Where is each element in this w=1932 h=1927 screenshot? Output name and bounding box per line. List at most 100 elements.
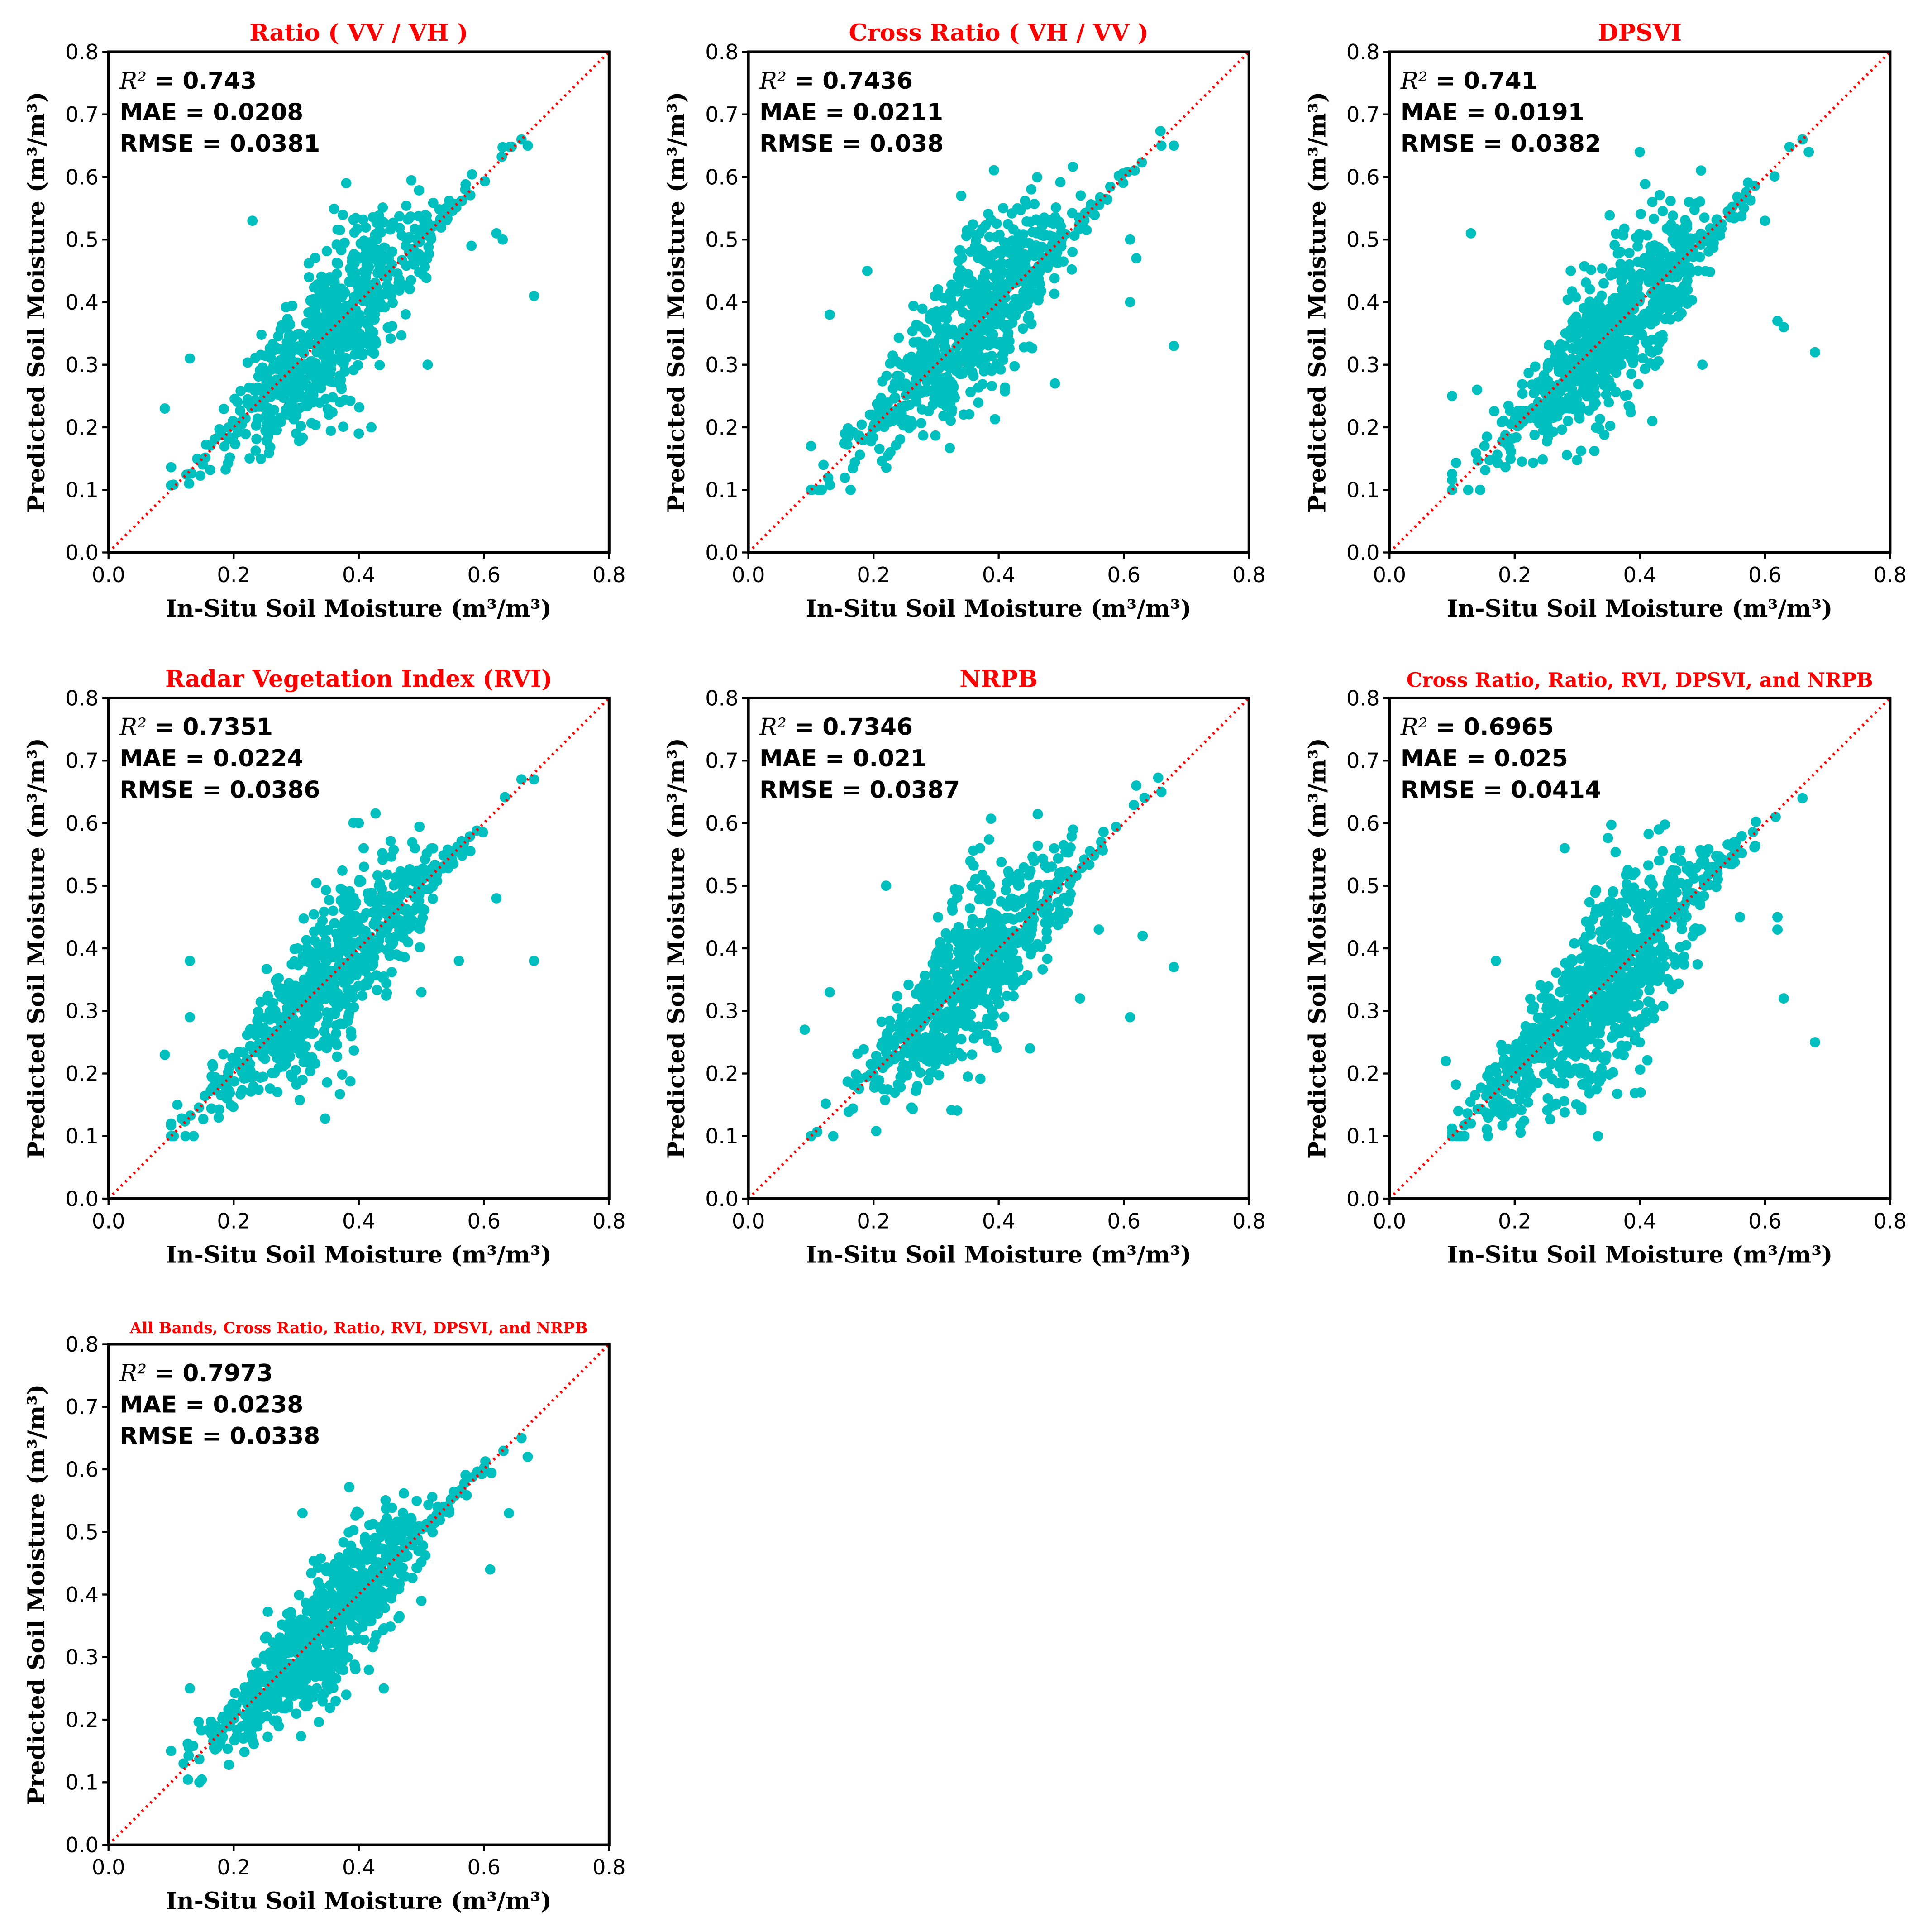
x-tick-label: 0.4 [1623,563,1657,587]
metric-value: = 0.0387 [834,777,960,804]
metric-value: = 0.743 [147,67,257,95]
scatter-point [1584,897,1595,908]
scatter-point [1053,897,1064,908]
scatter-point [952,1105,963,1116]
scatter-point-outlier [1131,780,1142,791]
metric-line: MAE = 0.0208 [119,99,303,126]
scatter-point [1613,328,1624,339]
scatter-point [1484,455,1495,466]
scatter-point [1642,230,1653,241]
metric-label: R² [759,67,787,95]
y-axis-label: Predicted Soil Moisture (m³/m³) [1304,738,1331,1159]
scatter-point [356,339,367,349]
scatter-point [1032,809,1043,820]
scatter-point [1462,1108,1473,1119]
scatter-point [845,484,856,495]
scatter-point [1576,341,1587,352]
scatter-point [1590,351,1601,362]
metric-line: RMSE = 0.038 [759,130,944,158]
scatter-point [334,333,345,344]
scatter-point [1049,273,1060,284]
scatter-point [1523,368,1534,378]
scatter-point [374,880,384,891]
scatter-point [272,1087,283,1098]
scatter-point-outlier [1441,1056,1451,1066]
scatter-point [940,928,951,939]
scatter-point [1042,862,1053,873]
scatter-point [364,339,375,350]
scatter-point [960,989,971,1000]
scatter-point [973,1029,984,1040]
scatter-point [1681,279,1692,290]
scatter-point [1699,212,1710,223]
scatter-point [1667,984,1678,994]
scatter-point [221,1093,232,1104]
scatter-point [1630,326,1641,336]
scatter-point [400,309,411,320]
scatter-point [332,224,343,235]
scatter-point [354,328,365,339]
scatter-point [305,329,316,340]
scatter-point [978,963,988,974]
scatter-point [1643,828,1654,839]
scatter-point [333,934,343,945]
scatter-point-outlier [1584,1074,1595,1085]
scatter-point [393,899,404,909]
scatter-point [1668,881,1679,892]
scatter-point [386,917,396,927]
scatter-point [222,1071,233,1082]
x-tick-label: 0.8 [1874,1209,1907,1233]
scatter-point [1609,1006,1620,1017]
scatter-point [1622,336,1632,346]
scatter-point [1583,363,1594,374]
scatter-point [1000,386,1010,397]
scatter-point [289,956,300,967]
scatter-point [374,360,385,371]
scatter-point [1618,230,1628,241]
scatter-point [1526,1040,1536,1051]
scatter-point [883,1084,893,1095]
scatter-point [419,215,429,226]
scatter-point [905,1042,916,1052]
scatter-point [1673,311,1684,322]
scatter-point [329,952,340,963]
scatter-point [1681,940,1692,951]
scatter-point [348,214,359,225]
scatter-point [1447,474,1458,485]
scatter-point [338,421,348,432]
scatter-point [1541,390,1552,401]
scatter-point [920,970,930,981]
scatter-point [1650,316,1660,327]
scatter-point [1513,405,1524,416]
scatter-point [1574,413,1585,424]
scatter-point [1640,179,1651,190]
scatter-point [1075,190,1086,201]
scatter-point [1627,946,1638,956]
x-tick-label: 0.8 [1874,563,1907,587]
scatter-point [1657,889,1668,900]
scatter-point [887,383,898,394]
scatter-point [1588,400,1599,411]
scatter-point [1485,1065,1496,1076]
scatter-point [395,922,405,932]
scatter-point [1604,210,1615,221]
scatter-point [821,1098,831,1109]
scatter-point [1623,1027,1634,1038]
scatter-point [261,964,272,975]
scatter-point-outlier [862,265,873,276]
scatter-point [1621,933,1632,944]
scatter-point [354,402,365,413]
scatter-point [965,246,976,257]
scatter-point [320,393,331,404]
scatter-point [1546,1059,1557,1069]
scatter-point [977,379,988,390]
x-tick-label: 0.4 [982,563,1016,587]
scatter-point [280,380,291,391]
scatter-point [894,415,905,426]
scatter-point [1652,344,1663,355]
scatter-point [1554,359,1565,370]
scatter-point [1574,1035,1585,1046]
scatter-point [896,1073,906,1084]
scatter-point [288,414,299,425]
y-tick-label: 0.2 [705,415,739,440]
